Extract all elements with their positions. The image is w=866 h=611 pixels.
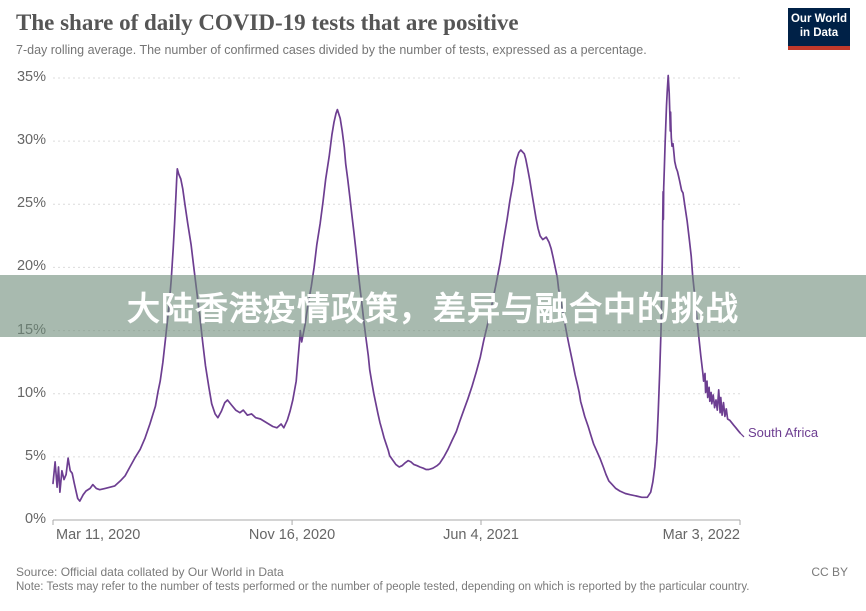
x-tick-label: Nov 16, 2020 — [248, 527, 336, 543]
x-tick-label: Mar 3, 2022 — [662, 527, 740, 543]
y-tick-label-0: 0% — [25, 511, 46, 527]
page-title: The share of daily COVID-19 tests that a… — [16, 10, 519, 35]
owid-logo-text: Our World in Data — [791, 13, 847, 41]
series-line-south-africa — [52, 74, 741, 502]
owid-logo[interactable]: Our World in Data — [788, 8, 850, 50]
y-tick-label-20: 20% — [16, 258, 46, 275]
source-line: Source: Official data collated by Our Wo… — [16, 565, 284, 579]
y-tick-label-30: 30% — [16, 132, 46, 149]
series-label-connector — [739, 432, 745, 438]
license-link[interactable]: CC BY — [811, 565, 848, 579]
y-tick-label-10: 10% — [16, 384, 46, 401]
owid-logo-line1: Our World — [790, 13, 847, 26]
owid-logo-line2: in Data — [799, 27, 839, 39]
overlay-banner: 大陆香港疫情政策，差异与融合中的挑战 — [0, 275, 866, 337]
series-label-south-africa: South Africa — [748, 425, 819, 440]
y-tick-label-5: 5% — [25, 447, 46, 464]
chart-subtitle: 7-day rolling average. The number of con… — [16, 43, 647, 57]
x-tick-label: Mar 11, 2020 — [56, 527, 141, 543]
x-tick-label: Jun 4, 2021 — [443, 527, 519, 543]
owid-logo-red-stripe — [788, 46, 850, 50]
note-line: Note: Tests may refer to the number of t… — [16, 581, 750, 593]
y-tick-label-35: 35% — [16, 69, 46, 85]
overlay-banner-text: 大陆香港疫情政策，差异与融合中的挑战 — [127, 290, 739, 327]
y-tick-label-25: 25% — [16, 195, 46, 212]
